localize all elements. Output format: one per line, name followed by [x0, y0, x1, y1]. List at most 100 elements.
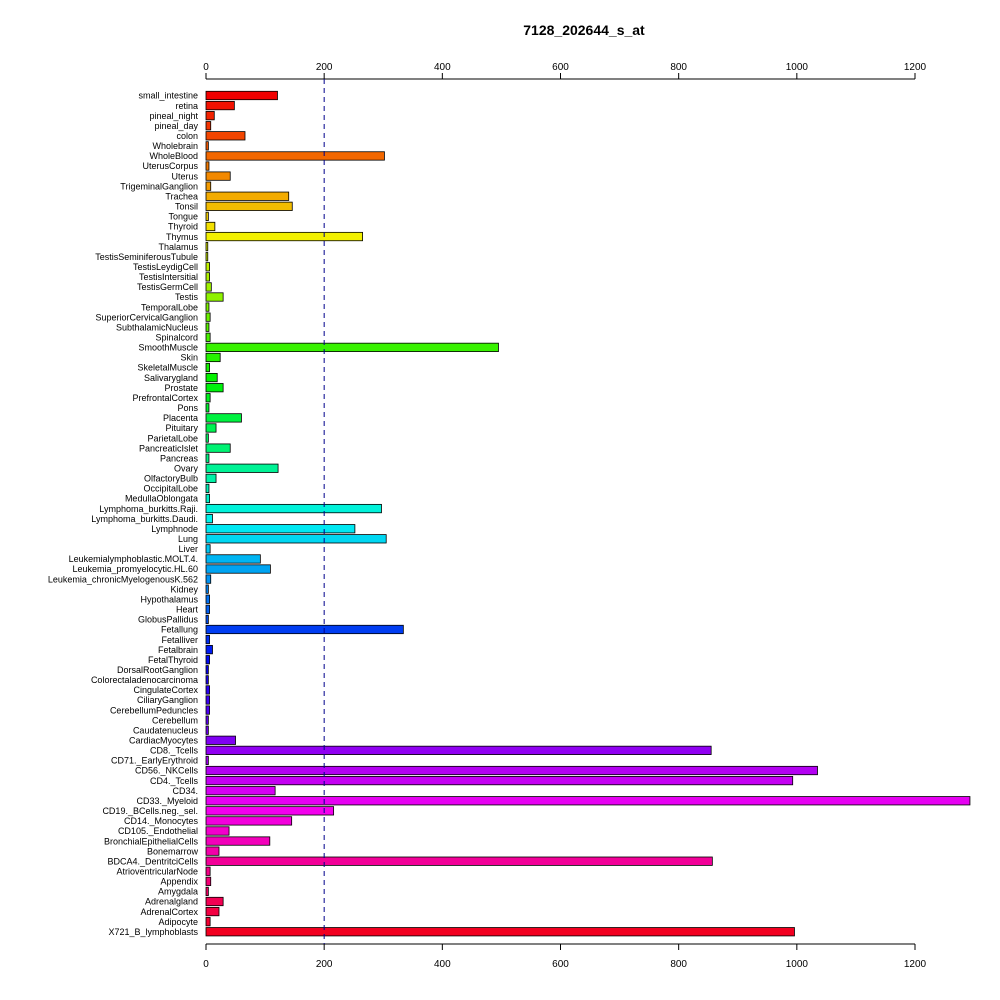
- category-label: BDCA4._DentritciCells: [107, 856, 198, 866]
- category-label: Testis: [175, 292, 199, 302]
- bar: [205, 705, 210, 715]
- category-label: Caudatenucleus: [133, 725, 199, 735]
- category-label: Thyroid: [168, 222, 198, 232]
- bars-group: [205, 90, 971, 937]
- category-label: Placenta: [163, 413, 198, 423]
- category-label: CD71._EarlyErythroid: [111, 756, 198, 766]
- bar: [205, 594, 210, 604]
- category-label: OlfactoryBulb: [144, 474, 198, 484]
- category-label: pineal_day: [154, 121, 198, 131]
- bar: [205, 514, 213, 524]
- category-label: TestisSeminiferousTubule: [95, 252, 198, 262]
- tick-label: 200: [316, 62, 333, 73]
- category-label: Kidney: [170, 584, 198, 594]
- bar: [205, 262, 210, 272]
- bar: [205, 614, 209, 625]
- category-label: Fetalliver: [161, 635, 198, 645]
- chart-title: 7128_202644_s_at: [523, 22, 645, 38]
- category-label: Thalamus: [158, 242, 198, 252]
- tick-label: 1200: [904, 62, 927, 73]
- category-label: CD33._Myeloid: [136, 796, 198, 806]
- bar: [205, 292, 224, 302]
- category-label: FetalThyroid: [148, 655, 198, 665]
- category-label: Amygdala: [158, 887, 198, 897]
- tick-label: 0: [203, 959, 209, 970]
- category-label: Uterus: [171, 171, 198, 181]
- category-label: X721_B_lymphoblasts: [108, 927, 198, 937]
- category-label: Leukemia_promyelocytic.HL.60: [72, 564, 198, 574]
- bar: [205, 725, 209, 735]
- tick-label: 1200: [904, 959, 927, 970]
- category-label: Ovary: [174, 463, 199, 473]
- bar: [205, 171, 231, 181]
- tick-label: 600: [552, 62, 569, 73]
- bar: [205, 131, 246, 141]
- bar: [205, 896, 224, 907]
- bar: [205, 856, 713, 866]
- bar: [205, 715, 209, 725]
- category-label: CD34.: [172, 786, 198, 796]
- bar: [205, 221, 216, 232]
- category-label: Thymus: [166, 232, 199, 242]
- category-label: Adrenalgland: [145, 897, 198, 907]
- category-label: Bonemarrow: [147, 846, 199, 856]
- category-label: Hypothalamus: [140, 594, 198, 604]
- bar: [205, 423, 217, 433]
- category-label: GlobusPallidus: [138, 615, 199, 625]
- category-label: Lymphnode: [151, 524, 198, 534]
- bar: [205, 695, 210, 705]
- category-label: CiliaryGanglion: [137, 695, 198, 705]
- category-label: Lymphoma_burkitts.Raji.: [99, 504, 198, 514]
- category-label: TemporalLobe: [141, 302, 198, 312]
- tick-label: 800: [670, 959, 687, 970]
- bar: [205, 645, 213, 655]
- bar: [205, 111, 215, 121]
- bar: [205, 443, 231, 453]
- tick-label: 0: [203, 62, 209, 73]
- bar: [205, 433, 209, 443]
- category-label: Salivarygland: [144, 373, 198, 383]
- category-labels: small_intestineretinapineal_nightpineal_…: [48, 91, 199, 937]
- bar: [205, 242, 209, 252]
- category-label: CerebellumPeduncles: [110, 705, 199, 715]
- bar: [205, 665, 209, 675]
- bar: [205, 786, 276, 796]
- bar: [205, 655, 210, 665]
- category-label: CardiacMyocytes: [129, 736, 199, 746]
- category-label: Colorectaladenocarcinoma: [91, 675, 198, 685]
- bar: [205, 403, 210, 413]
- bar: [205, 534, 387, 544]
- bar: [205, 312, 211, 322]
- tick-label: 1000: [786, 959, 809, 970]
- bar: [205, 383, 224, 393]
- bar: [205, 463, 279, 473]
- category-label: UterusCorpus: [142, 161, 198, 171]
- category-label: TestisIntersitial: [139, 272, 198, 282]
- category-label: colon: [176, 131, 198, 141]
- bar: [205, 564, 271, 574]
- category-label: Prostate: [164, 383, 198, 393]
- bar: [205, 574, 212, 584]
- bar: [205, 544, 211, 554]
- category-label: Tongue: [168, 212, 198, 222]
- category-label: Lung: [178, 534, 198, 544]
- category-label: Wholebrain: [152, 141, 198, 151]
- tick-label: 200: [316, 959, 333, 970]
- category-label: Fetallung: [161, 625, 198, 635]
- bar: [205, 816, 293, 826]
- bar: [205, 332, 211, 342]
- category-label: SmoothMuscle: [138, 343, 198, 353]
- category-label: CD19._BCells.neg._sel.: [102, 806, 198, 816]
- bar: [205, 524, 356, 534]
- category-label: Cerebellum: [152, 715, 198, 725]
- category-label: BronchialEpithelialCells: [104, 836, 199, 846]
- category-label: PancreaticIslet: [139, 443, 199, 453]
- bar: [205, 282, 212, 292]
- category-label: CingulateCortex: [133, 685, 198, 695]
- bar: [205, 675, 209, 685]
- bar: [205, 151, 385, 161]
- tick-label: 1000: [786, 62, 809, 73]
- bar: [205, 493, 210, 504]
- category-label: Spinalcord: [155, 333, 198, 343]
- bar: [205, 352, 221, 363]
